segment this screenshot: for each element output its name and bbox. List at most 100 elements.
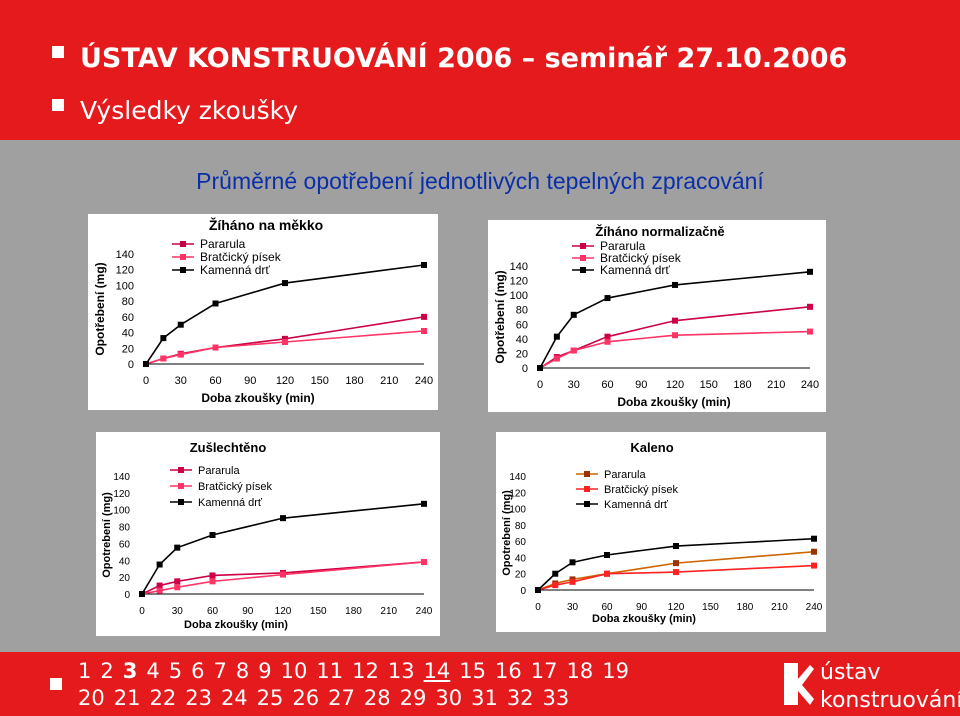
data-point xyxy=(421,500,427,507)
ustav-logo xyxy=(776,659,816,713)
legend-label: Kamenná drť xyxy=(600,263,670,277)
page-link-13[interactable]: 13 xyxy=(387,659,415,683)
data-point xyxy=(553,333,560,340)
x-tick-label: 150 xyxy=(310,606,327,617)
data-point xyxy=(160,355,167,362)
page-link-12[interactable]: 12 xyxy=(352,659,379,683)
header-subtitle: Výsledky zkoušky xyxy=(80,96,299,125)
page-link-28[interactable]: 28 xyxy=(363,686,391,710)
x-tick-label: 30 xyxy=(567,602,579,613)
legend-label: Bratčický písek xyxy=(200,250,282,264)
page-link-1[interactable]: 1 xyxy=(78,659,92,683)
main-title: Průměrné opotřebení jednotlivých tepelný… xyxy=(196,168,764,194)
data-point xyxy=(143,361,149,367)
data-point xyxy=(139,591,145,597)
data-point xyxy=(604,570,610,577)
x-tick-label: 60 xyxy=(207,606,219,617)
chart-title: Zušlechtěno xyxy=(190,440,267,455)
data-point xyxy=(282,339,288,345)
page-link-16[interactable]: 16 xyxy=(495,659,522,683)
page-link-32[interactable]: 32 xyxy=(506,686,534,710)
data-point xyxy=(570,311,577,318)
legend-label: Kamenná drť xyxy=(198,497,263,509)
legend-marker xyxy=(580,255,586,261)
page-link-11[interactable]: 11 xyxy=(316,659,344,683)
page-link-4[interactable]: 4 xyxy=(146,659,160,683)
data-point xyxy=(604,295,611,302)
page-link-30[interactable]: 30 xyxy=(435,686,463,710)
header-bar: ÚSTAV KONSTRUOVÁNÍ 2006 – seminář 27.10.… xyxy=(0,0,960,140)
page-link-23[interactable]: 23 xyxy=(185,686,212,710)
y-axis-label: Opotrebení (mg) xyxy=(501,490,513,576)
page-link-24[interactable]: 24 xyxy=(220,686,248,710)
page-link-27[interactable]: 27 xyxy=(328,686,355,710)
x-tick-label: 90 xyxy=(635,379,647,391)
page-link-17[interactable]: 17 xyxy=(530,659,558,683)
x-tick-label: 30 xyxy=(175,375,187,387)
x-tick-label: 180 xyxy=(345,606,362,617)
page-link-33[interactable]: 33 xyxy=(542,686,570,710)
data-point xyxy=(673,560,679,567)
legend-label: Kamenná drť xyxy=(200,263,270,277)
legend-label: Pararula xyxy=(604,469,646,481)
page-link-15[interactable]: 15 xyxy=(459,659,487,683)
page-link-3[interactable]: 3 xyxy=(122,659,138,683)
legend-label: Bratčický písek xyxy=(600,251,682,265)
page-nav-row-2: 20 21 22 23 24 25 26 27 28 29 30 31 32 33 xyxy=(78,686,578,710)
data-point xyxy=(811,548,817,555)
legend-marker xyxy=(580,243,586,249)
page-link-31[interactable]: 31 xyxy=(471,686,498,710)
data-point xyxy=(535,587,541,593)
data-point xyxy=(282,280,288,287)
header-title: ÚSTAV KONSTRUOVÁNÍ 2006 – seminář 27.10.… xyxy=(80,43,848,74)
legend-label: Pararula xyxy=(200,237,246,251)
y-tick-label: 20 xyxy=(515,570,527,581)
page-nav-row-1: 1 2 3 4 5 6 7 8 9 10 11 12 13 14 15 16 17 18 19 xyxy=(78,659,638,683)
data-point xyxy=(604,333,611,340)
x-tick-label: 210 xyxy=(380,606,397,617)
y-tick-label: 80 xyxy=(119,523,131,534)
y-tick-label: 0 xyxy=(520,586,526,597)
y-axis-label: Opotřebení (mg) xyxy=(493,270,507,363)
legend-marker xyxy=(584,471,590,477)
page-link-2[interactable]: 2 xyxy=(100,659,114,683)
y-tick-label: 100 xyxy=(113,506,130,517)
chart-zuslechteno: Zušlechtěno 0 20 40 60 80 100 120 140 0 30 60 90 120 1… xyxy=(96,432,440,636)
bullet-icon xyxy=(52,46,64,58)
x-tick-label: 120 xyxy=(275,606,292,617)
page-link-25[interactable]: 25 xyxy=(256,686,284,710)
y-tick-label: 40 xyxy=(516,334,528,346)
y-tick-label: 40 xyxy=(515,553,527,564)
page-link-10[interactable]: 10 xyxy=(280,659,308,683)
data-point xyxy=(156,587,163,594)
page-link-21[interactable]: 21 xyxy=(113,686,141,710)
legend-label: Pararula xyxy=(198,465,240,477)
page-link-22[interactable]: 22 xyxy=(149,686,177,710)
data-point xyxy=(212,344,219,351)
x-tick-label: 210 xyxy=(771,602,788,613)
page-link-20[interactable]: 20 xyxy=(78,686,105,710)
page-link-7[interactable]: 7 xyxy=(213,659,227,683)
chart-zihano-normalizacne: Žíháno normalizačně 0 20 40 60 80 100 120 140 0 30… xyxy=(488,220,826,412)
data-point xyxy=(174,584,181,591)
page-link-9[interactable]: 9 xyxy=(258,659,272,683)
data-point xyxy=(672,332,678,339)
page-link-29[interactable]: 29 xyxy=(399,686,427,710)
x-tick-label: 150 xyxy=(311,375,329,387)
page-link-19[interactable]: 19 xyxy=(602,659,629,683)
page-link-6[interactable]: 6 xyxy=(191,659,205,683)
page-link-5[interactable]: 5 xyxy=(168,659,183,683)
x-tick-label: 90 xyxy=(636,602,648,613)
x-tick-label: 240 xyxy=(806,602,823,613)
data-point xyxy=(174,578,181,585)
bullet-icon xyxy=(52,99,64,111)
page-link-14[interactable]: 14 xyxy=(423,659,451,683)
page-link-8[interactable]: 8 xyxy=(235,659,250,683)
data-point xyxy=(212,300,219,307)
page-link-26[interactable]: 26 xyxy=(292,686,320,710)
page-link-18[interactable]: 18 xyxy=(566,659,594,683)
x-axis-label: Doba zkoušky (min) xyxy=(184,619,288,631)
data-point xyxy=(569,559,576,566)
data-point xyxy=(156,561,163,568)
chart-zihano-na-mekko: Žíháno na měkko 0 20 40 60 80 100 120 140 0 30 60 90… xyxy=(88,214,438,410)
